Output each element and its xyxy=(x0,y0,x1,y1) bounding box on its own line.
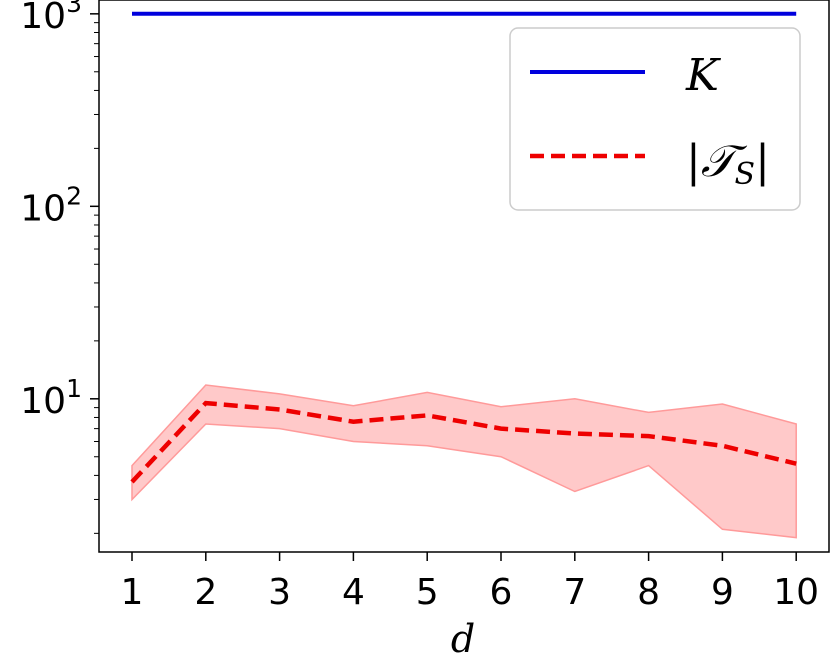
x-tick-label: 1 xyxy=(121,572,144,613)
y-tick-label: 101 xyxy=(20,374,82,422)
plot-area xyxy=(130,11,797,539)
y-tick-label: 102 xyxy=(20,181,82,229)
series-ts-band xyxy=(131,384,797,539)
legend: K |𝒯S| xyxy=(509,27,801,211)
x-tick-label: 5 xyxy=(416,572,439,613)
plot-frame xyxy=(98,0,830,553)
legend-ts-label: |𝒯S| xyxy=(686,136,770,192)
x-tick-label: 3 xyxy=(268,572,291,613)
y-tick-label: 103 xyxy=(20,0,82,37)
x-tick-label: 7 xyxy=(563,572,586,613)
axes: 1 2 3 4 5 6 7 8 9 10 101 102 103 xyxy=(20,0,819,613)
x-tick-label: 6 xyxy=(490,572,513,613)
x-tick-label: 4 xyxy=(342,572,365,613)
x-tick-label: 10 xyxy=(773,572,819,613)
x-tick-label: 9 xyxy=(711,572,734,613)
x-axis-label: d xyxy=(451,617,475,661)
x-tick-label: 2 xyxy=(194,572,217,613)
x-tick-label: 8 xyxy=(637,572,660,613)
series-ts-line xyxy=(130,400,797,484)
legend-k-label: K xyxy=(685,50,721,101)
